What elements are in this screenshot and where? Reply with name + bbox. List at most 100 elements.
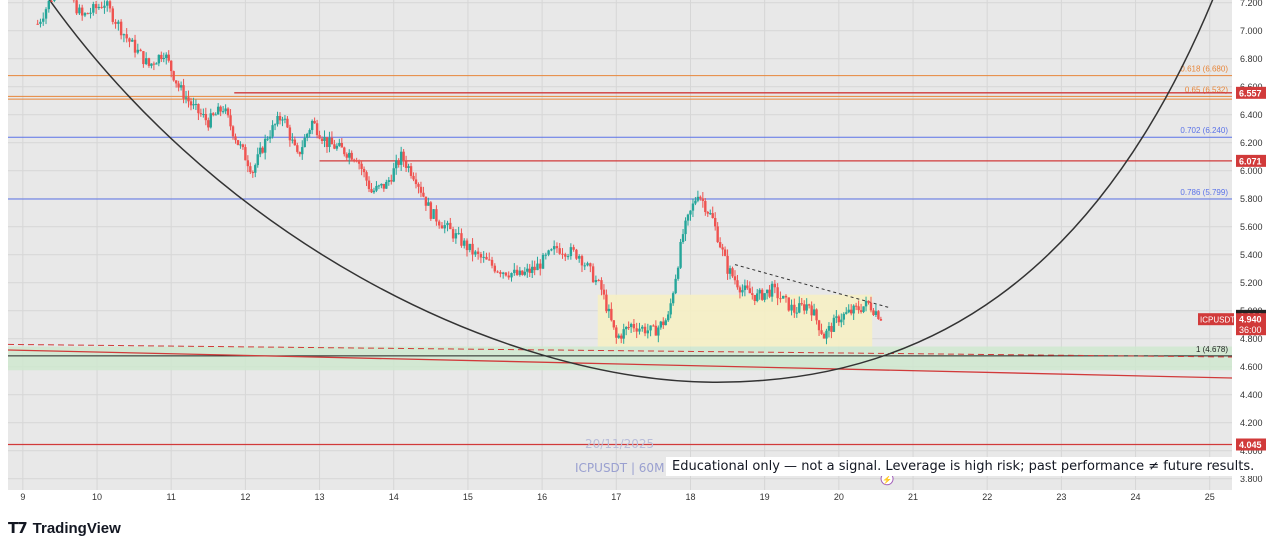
- candle-body: [97, 6, 101, 9]
- candle-body: [526, 268, 529, 272]
- y-tick-label-4: 6.400: [1240, 110, 1263, 120]
- candle-body: [629, 323, 633, 328]
- candle-body: [874, 311, 878, 315]
- candle-body: [594, 280, 598, 283]
- candle-body: [125, 34, 128, 39]
- candle-body: [435, 209, 438, 222]
- price-tag-2: 4.045: [1239, 440, 1262, 450]
- tradingview-logo-icon: 𝗧𝟳: [8, 519, 28, 537]
- candle-body: [773, 283, 777, 288]
- candle-body: [842, 313, 845, 320]
- candle-body: [479, 253, 483, 258]
- candle-body: [350, 152, 353, 160]
- candle-body: [518, 270, 522, 275]
- candle-body: [251, 172, 254, 174]
- x-tick-label-16: 25: [1205, 492, 1215, 502]
- candle-body: [460, 233, 463, 246]
- candle-body: [44, 9, 48, 19]
- candle-body: [583, 265, 586, 267]
- candle-body: [111, 8, 114, 22]
- candle-body: [770, 283, 774, 297]
- current-price-tag-bg: [1236, 313, 1266, 336]
- candle-body: [249, 166, 252, 173]
- candle-body: [751, 293, 754, 295]
- candle-body: [119, 21, 123, 36]
- candle-body: [830, 326, 833, 332]
- candle-body: [652, 325, 655, 327]
- candle-body: [657, 327, 660, 336]
- candle-body: [266, 138, 269, 140]
- candle-body: [343, 147, 346, 155]
- candle-body: [42, 18, 45, 22]
- candle-body: [315, 123, 319, 136]
- candle-body: [177, 83, 180, 88]
- candle-body: [355, 160, 358, 162]
- candle-body: [446, 222, 449, 226]
- candle-body: [229, 115, 232, 127]
- y-tick-label-1: 7.000: [1240, 26, 1263, 36]
- price-axis-background: [1232, 0, 1280, 490]
- candle-body: [254, 165, 257, 173]
- candle-body: [602, 289, 606, 295]
- candle-body: [454, 233, 458, 239]
- candle-body: [721, 247, 724, 250]
- candle-body: [646, 330, 650, 334]
- candle-body: [192, 104, 195, 106]
- candle-body: [397, 160, 400, 165]
- candle-body: [507, 275, 510, 278]
- candle-body: [627, 327, 630, 329]
- candle-body: [544, 254, 548, 256]
- chart-svg[interactable]: 0.618 (6.680) 0.65 (6.532) 0.702 (6.240) 0.…: [0, 0, 1280, 510]
- y-tick-label-2: 6.800: [1240, 54, 1263, 64]
- candle-body: [854, 305, 858, 307]
- x-tick-label-10: 19: [760, 492, 770, 502]
- candle-body: [179, 85, 183, 88]
- candle-body: [706, 212, 709, 214]
- plot-background: [8, 0, 1232, 490]
- candle-body: [239, 144, 242, 146]
- y-tick-label-17: 3.800: [1240, 474, 1263, 484]
- x-tick-label-4: 13: [315, 492, 325, 502]
- candle-body: [412, 175, 415, 180]
- candle-body: [815, 309, 818, 321]
- candle-body: [879, 319, 883, 321]
- fib-label-1: 0.65 (6.532): [1185, 85, 1228, 94]
- candle-body: [711, 213, 714, 218]
- candle-body: [686, 214, 690, 221]
- candle-body: [236, 140, 240, 145]
- candle-body: [106, 1, 109, 6]
- candle-body: [259, 147, 262, 155]
- candle-body: [779, 298, 782, 300]
- candle-body: [296, 145, 299, 152]
- candle-body: [476, 251, 480, 254]
- candle-body: [852, 305, 855, 314]
- candle-body: [382, 183, 386, 189]
- price-tag-0: 6.557: [1239, 88, 1262, 98]
- candle-body: [787, 297, 790, 311]
- candle-body: [760, 289, 764, 300]
- candle-body: [108, 1, 112, 9]
- candle-body: [827, 326, 831, 331]
- candle-body: [365, 172, 368, 181]
- candle-body: [482, 256, 485, 258]
- candle-body: [136, 49, 140, 53]
- candle-body: [612, 320, 616, 328]
- candle-body: [496, 271, 499, 273]
- footer-branding[interactable]: 𝗧𝟳 TradingView: [8, 517, 121, 539]
- candle-body: [286, 118, 289, 128]
- x-tick-label-14: 23: [1056, 492, 1066, 502]
- candle-body: [256, 154, 259, 166]
- candle-body: [564, 254, 567, 257]
- candle-body: [805, 304, 808, 311]
- candle-body: [597, 280, 600, 282]
- wedge-top-line: [734, 264, 891, 309]
- price-tag-bg-1: [1236, 154, 1266, 167]
- candle-body: [463, 240, 466, 246]
- candle-body: [224, 108, 227, 112]
- candle-body: [684, 220, 687, 235]
- x-tick-label-7: 16: [537, 492, 547, 502]
- candle-body: [50, 0, 53, 2]
- candle-body: [155, 63, 158, 65]
- candle-body: [323, 137, 326, 141]
